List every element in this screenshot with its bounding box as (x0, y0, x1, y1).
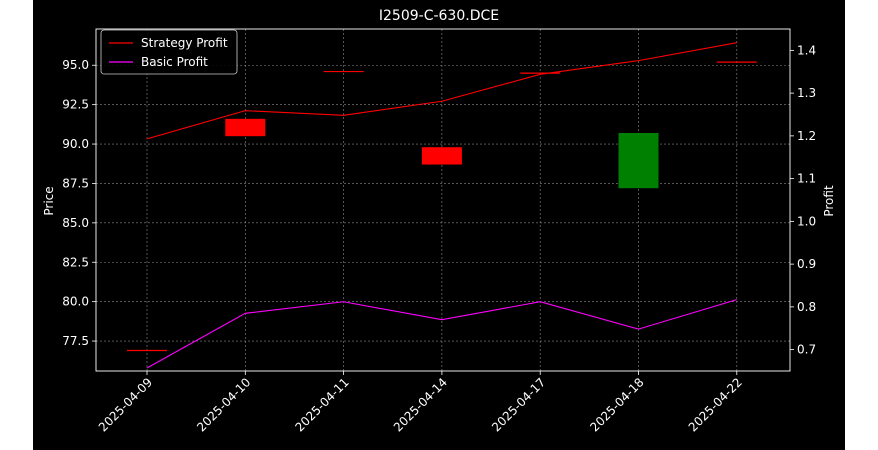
chart-figure: I2509-C-630.DCE Price Profit 77.5 80.0 82.… (33, 0, 845, 450)
y-tick-label: 95.0 (62, 58, 89, 72)
y2-tick-label: 0.7 (797, 343, 816, 357)
y-tick-label: 82.5 (62, 255, 89, 269)
legend-box (100, 29, 238, 75)
y-tick-label: 80.0 (62, 295, 89, 309)
y2-tick-label: 0.9 (797, 257, 816, 271)
legend-label-basic: Basic Profit (141, 55, 208, 69)
x-tick-label: 2025-04-14 (391, 375, 450, 434)
candle-down (421, 147, 462, 165)
legend-label-strategy: Strategy Profit (141, 36, 228, 50)
legend: Strategy Profit Basic Profit (100, 29, 238, 75)
candles (127, 61, 757, 352)
y-tick-label: 92.5 (62, 98, 89, 112)
y-tick-label: 87.5 (62, 176, 89, 190)
y2-tick-label: 1.3 (797, 86, 816, 100)
chart-svg: I2509-C-630.DCE Price Profit 77.5 80.0 82.… (42, 8, 836, 434)
grid (96, 29, 790, 371)
y-tick-label: 90.0 (62, 137, 89, 151)
y-tick-label: 85.0 (62, 216, 89, 230)
y2-tick-label: 1.4 (797, 43, 816, 57)
y2-tick-label: 1.2 (797, 129, 816, 143)
x-tick-label: 2025-04-18 (587, 375, 646, 434)
y2-tick-label: 1.1 (797, 172, 816, 186)
axes: 77.5 80.0 82.5 85.0 87.5 90.0 92.5 95.0 2025-04-… (62, 28, 816, 434)
strategy-profit-line (146, 42, 737, 140)
candle-up (618, 133, 659, 189)
candle-down (225, 118, 266, 137)
x-tick-label: 2025-04-09 (96, 375, 155, 434)
plot-frame (95, 28, 791, 372)
y-tick-label: 77.5 (62, 334, 89, 348)
y2-tick-label: 1.0 (797, 214, 816, 228)
x-tick-label: 2025-04-10 (194, 375, 253, 434)
x-tick-label: 2025-04-17 (489, 375, 548, 434)
x-tick-label: 2025-04-11 (293, 375, 352, 434)
y2-axis-label: Profit (822, 185, 836, 217)
basic-profit-line (146, 299, 737, 369)
profit-lines (146, 42, 737, 369)
chart-title: I2509-C-630.DCE (379, 8, 499, 24)
x-tick-label: 2025-04-22 (686, 375, 745, 434)
y2-tick-label: 0.8 (797, 300, 816, 314)
y-axis-label: Price (42, 186, 56, 215)
